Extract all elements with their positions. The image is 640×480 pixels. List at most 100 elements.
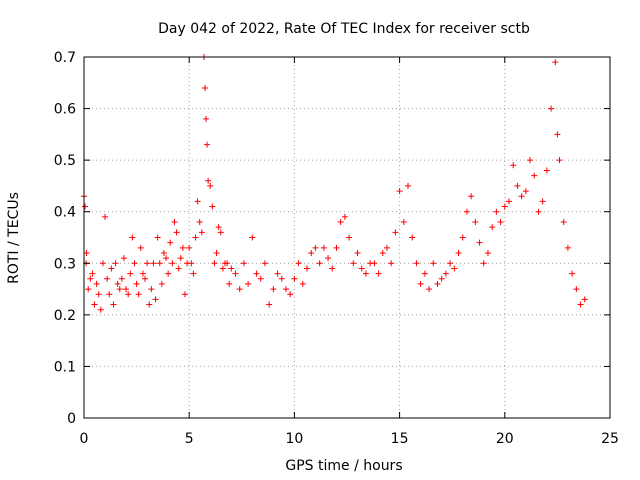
data-point [118, 275, 125, 282]
data-point [215, 224, 222, 231]
data-point [213, 249, 220, 256]
data-point [329, 265, 336, 272]
data-point [299, 280, 306, 287]
data-point [442, 270, 449, 277]
data-point [139, 270, 146, 277]
data-point [224, 260, 231, 267]
data-point [518, 193, 525, 200]
y-tick-label: 0 [67, 411, 76, 427]
data-point [560, 219, 567, 226]
x-tick-label: 10 [285, 431, 303, 447]
data-point [106, 291, 113, 298]
data-point [569, 270, 576, 277]
data-point [333, 244, 340, 251]
data-point [455, 249, 462, 256]
data-point [274, 270, 281, 277]
data-point [409, 234, 416, 241]
x-tick-label: 25 [601, 431, 619, 447]
data-point [116, 286, 123, 293]
data-point [142, 275, 149, 282]
data-point [531, 172, 538, 179]
data-point [527, 157, 534, 164]
data-point [207, 182, 214, 189]
data-point [459, 234, 466, 241]
data-point [125, 291, 132, 298]
data-point [430, 260, 437, 267]
data-point [120, 255, 127, 262]
data-point [179, 244, 186, 251]
data-point [158, 280, 165, 287]
data-point [308, 249, 315, 256]
data-point [203, 115, 210, 122]
data-point [169, 260, 176, 267]
data-point [123, 286, 130, 293]
data-point [167, 239, 174, 246]
data-point [160, 249, 167, 256]
data-point [97, 306, 104, 313]
data-point [217, 229, 224, 236]
data-point [383, 244, 390, 251]
data-point [379, 249, 386, 256]
data-point [463, 208, 470, 215]
data-point [282, 286, 289, 293]
data-point [93, 280, 100, 287]
data-point [535, 208, 542, 215]
data-point [341, 213, 348, 220]
data-point [426, 286, 433, 293]
chart-title: Day 042 of 2022, Rate Of TEC Index for r… [158, 21, 530, 37]
y-tick-label: 0.2 [54, 308, 76, 324]
data-point [156, 260, 163, 267]
data-point [506, 198, 513, 205]
data-point [165, 270, 172, 277]
data-point [144, 260, 151, 267]
x-axis-label: GPS time / hours [285, 458, 402, 474]
data-point [480, 260, 487, 267]
data-point [548, 105, 555, 112]
data-point [127, 270, 134, 277]
data-point [188, 260, 195, 267]
y-tick-label: 0.5 [54, 153, 76, 169]
data-point [85, 286, 92, 293]
x-tick-label: 20 [496, 431, 514, 447]
data-point [552, 59, 559, 66]
axis-ticks: 0 5 10 15 20 25 0 0.1 0.2 0.3 0.4 0.5 0.6 0.7 [54, 50, 619, 447]
data-point [413, 260, 420, 267]
data-point [204, 141, 211, 148]
data-point [451, 265, 458, 272]
y-axis-label: ROTI / TECUs [6, 192, 22, 284]
data-point [108, 265, 115, 272]
data-point [577, 301, 584, 308]
data-point [510, 162, 517, 169]
data-point [226, 280, 233, 287]
data-point [489, 224, 496, 231]
data-point [484, 249, 491, 256]
data-point [95, 291, 102, 298]
data-point [354, 249, 361, 256]
data-point [434, 280, 441, 287]
data-point [522, 188, 529, 195]
data-point [146, 301, 153, 308]
data-point [295, 260, 302, 267]
data-point [152, 296, 159, 303]
data-point [493, 208, 500, 215]
data-point [350, 260, 357, 267]
data-point [371, 260, 378, 267]
data-point [82, 203, 89, 210]
data-point [405, 182, 412, 189]
data-point [171, 219, 178, 226]
data-point [236, 286, 243, 293]
data-point [388, 260, 395, 267]
data-point [320, 244, 327, 251]
data-point [291, 275, 298, 282]
data-point [131, 260, 138, 267]
data-point [245, 280, 252, 287]
data-point [400, 219, 407, 226]
data-point [163, 255, 170, 262]
data-point [421, 270, 428, 277]
data-point [102, 213, 109, 220]
data-point [112, 260, 119, 267]
data-point [133, 280, 140, 287]
data-point [375, 270, 382, 277]
data-point [232, 270, 239, 277]
